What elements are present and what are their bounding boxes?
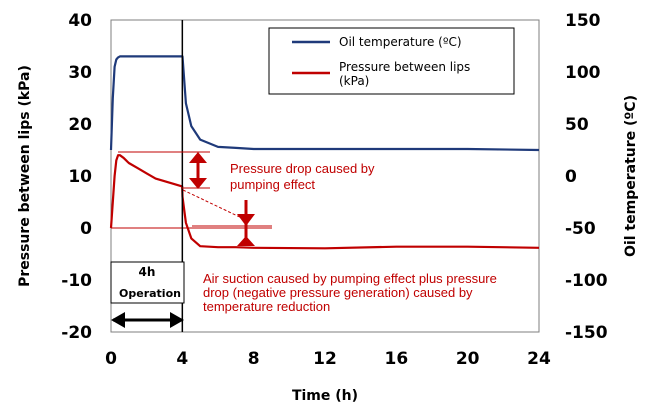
right-axis-ticks: -150 -100 -50 0 50 100 150 [565,11,608,343]
legend-label-pressure: Pressure between lips (kPa) [339,60,474,88]
left-tick-label: 30 [68,63,92,83]
left-tick-label: 0 [80,219,92,239]
right-tick-label: 0 [565,167,577,187]
legend: Oil temperature (ºC) Pressure between li… [268,27,515,95]
series-line-pressure [109,154,540,250]
x-tick-label: 12 [313,349,337,369]
air-suction-arrow-head-down [237,214,255,226]
x-tick-label: 16 [384,349,408,369]
right-axis-title: Oil temperature (ºC) [623,95,639,257]
legend-label-oil-temperature: Oil temperature (ºC) [339,35,462,49]
right-tick-label: -150 [565,323,608,343]
operation-arrow-head-left [111,312,125,328]
pressure-drop-text: Pressure drop caused by pumping effect [230,161,378,192]
x-axis-ticks: 0 4 8 12 16 20 24 [105,349,551,369]
pressure-drop-annotation: Pressure drop caused by pumping effect [118,151,378,192]
operation-arrow-head-right [170,312,184,328]
right-tick-label: -50 [565,219,596,239]
duration-label: 4h [139,265,156,279]
left-tick-label: 20 [68,115,92,135]
operation-period-annotation: 4h Operation [110,261,185,328]
x-tick-label: 20 [456,349,480,369]
air-suction-annotation: Air suction caused by pumping effect plu… [182,189,501,314]
left-tick-label: 10 [68,167,92,187]
plot-area-frame [110,19,540,333]
left-axis-title: Pressure between lips (kPa) [17,65,33,287]
operation-label: Operation [119,287,181,300]
series-line-oil-temperature [109,55,540,152]
right-tick-label: 50 [565,115,589,135]
x-tick-label: 4 [176,349,188,369]
pressure-drop-arrow-head-down [189,178,207,189]
air-suction-arrow-head-up [237,236,255,246]
air-suction-dashed-guide [182,189,247,221]
series-layer [109,55,540,250]
x-tick-label: 24 [527,349,551,369]
pressure-drop-arrow-head-up [189,152,207,163]
right-tick-label: 150 [565,11,601,31]
left-axis-ticks: -20 -10 0 10 20 30 40 [61,11,92,343]
x-axis-title: Time (h) [292,388,358,404]
x-tick-label: 0 [105,349,117,369]
air-suction-text: Air suction caused by pumping effect plu… [203,271,501,314]
right-tick-label: -100 [565,271,608,291]
right-tick-label: 100 [565,63,601,83]
legend-box [268,27,515,95]
left-tick-label: -10 [61,271,92,291]
x-tick-label: 8 [248,349,260,369]
left-tick-label: -20 [61,323,92,343]
left-tick-label: 40 [68,11,92,31]
operation-box [110,261,185,304]
